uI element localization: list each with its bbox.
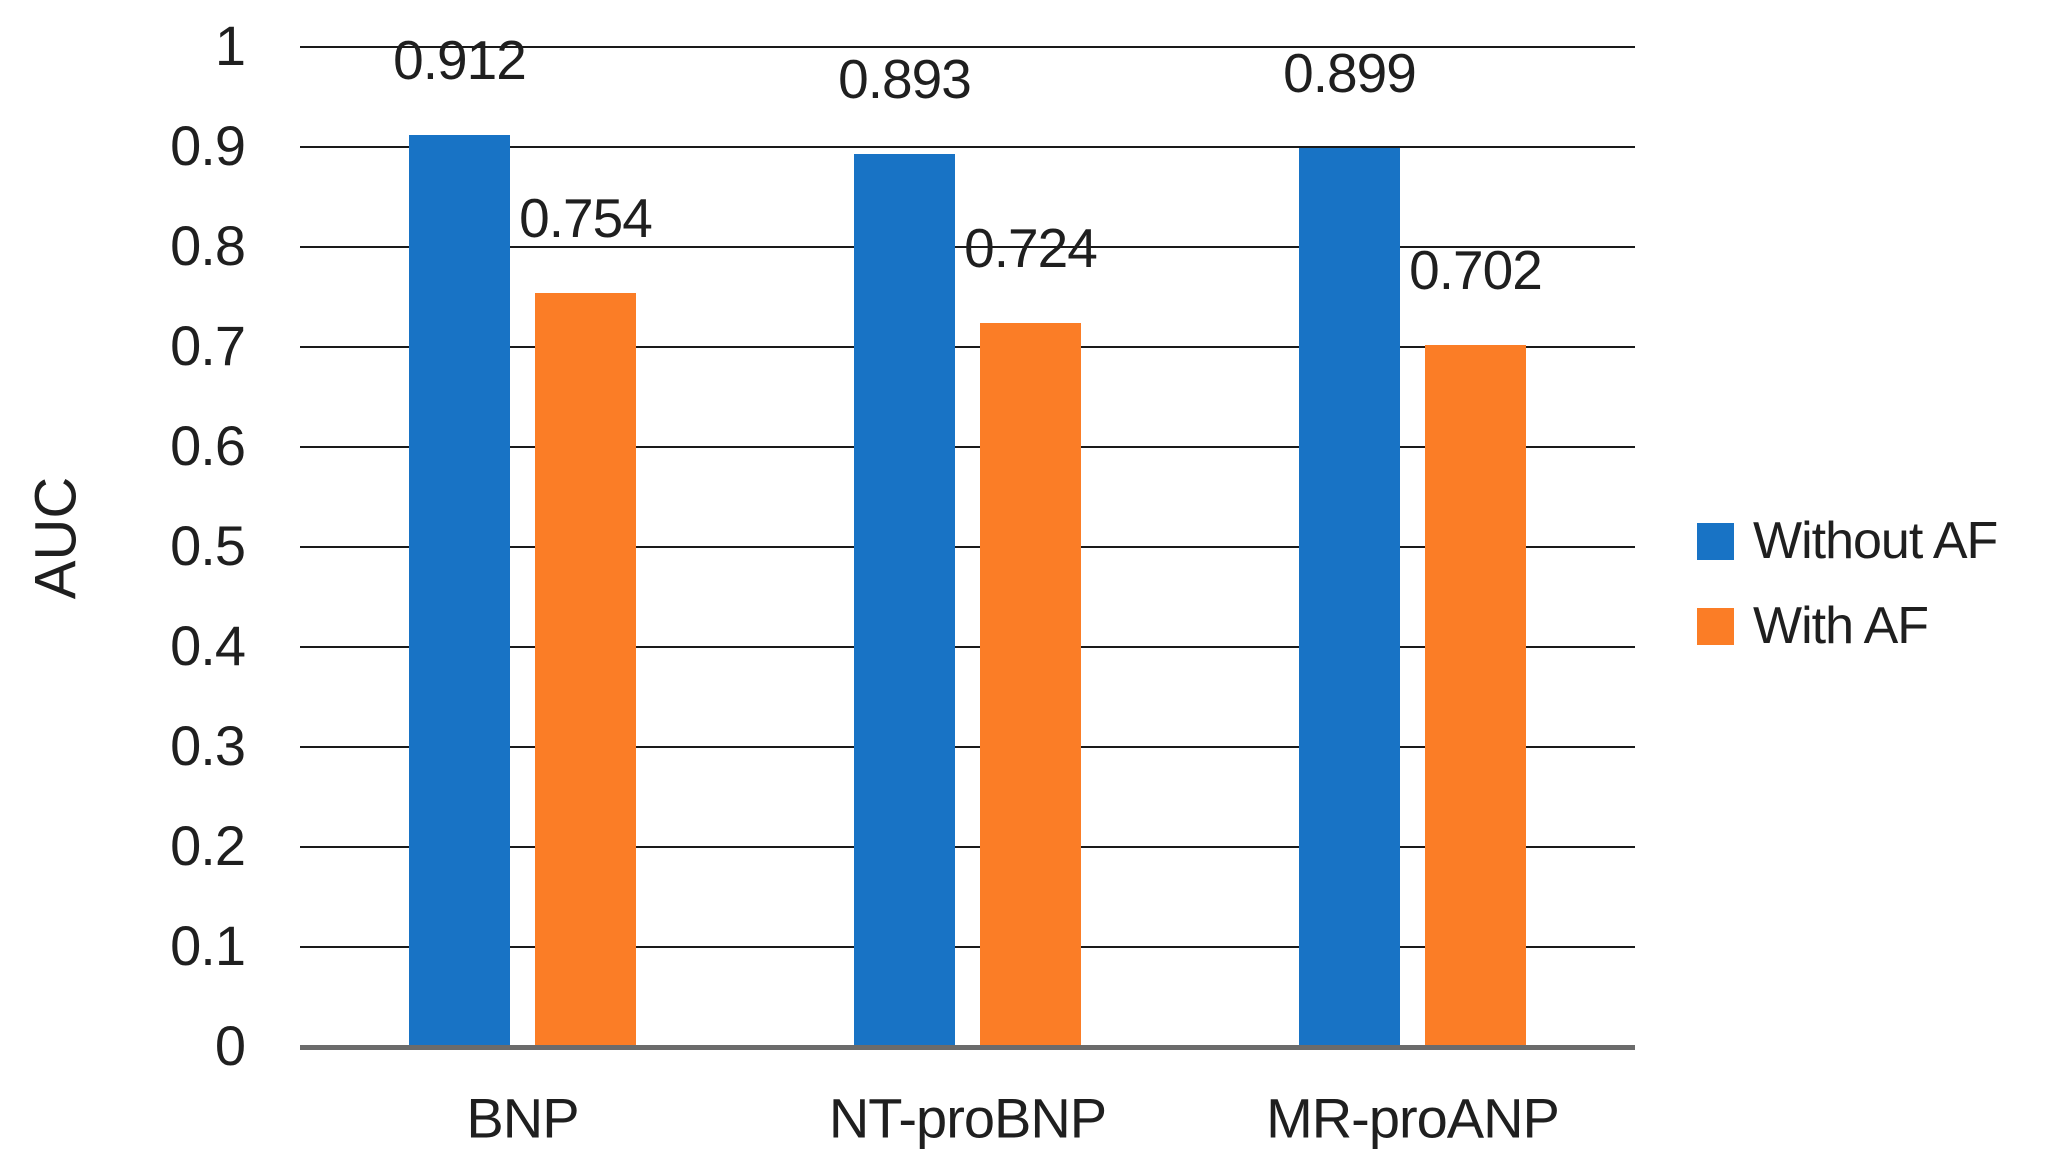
x-category-label-mr-proanp: MR-proANP xyxy=(1266,1086,1560,1150)
y-tick-label-0.7: 0.7 xyxy=(170,314,246,378)
y-tick-label-0.3: 0.3 xyxy=(170,714,246,778)
y-tick-label-0.9: 0.9 xyxy=(170,114,246,178)
y-tick-label-0.4: 0.4 xyxy=(170,614,246,678)
y-tick-label-0.1: 0.1 xyxy=(170,914,246,978)
legend-swatch-with-af xyxy=(1697,607,1734,645)
gridline-0.5 xyxy=(300,546,1635,548)
gridline-1 xyxy=(300,46,1635,48)
y-tick-label-0.2: 0.2 xyxy=(170,814,246,878)
y-tick-label-0.5: 0.5 xyxy=(170,514,246,578)
legend: Without AF With AF xyxy=(1697,511,1998,656)
data-label-without-af-nt-probnp: 0.893 xyxy=(838,48,972,110)
gridline-0.8 xyxy=(300,246,1635,248)
y-tick-label-0.8: 0.8 xyxy=(170,214,246,278)
gridline-0.1 xyxy=(300,946,1635,948)
x-axis-line xyxy=(300,1045,1635,1050)
bar-with-af-nt-probnp xyxy=(980,323,1081,1047)
data-label-without-af-mr-proanp: 0.899 xyxy=(1283,42,1417,104)
y-tick-label-0.6: 0.6 xyxy=(170,414,246,478)
legend-item-with-af: With AF xyxy=(1697,596,1997,656)
data-label-with-af-bnp: 0.754 xyxy=(519,187,653,249)
legend-swatch-without-af xyxy=(1697,522,1734,560)
legend-label-with-af: With AF xyxy=(1753,597,1929,655)
bar-without-af-mr-proanp xyxy=(1299,148,1400,1047)
data-label-with-af-nt-probnp: 0.724 xyxy=(964,217,1098,279)
gridline-0.3 xyxy=(300,746,1635,748)
bar-with-af-mr-proanp xyxy=(1425,345,1526,1047)
legend-item-without-af: Without AF xyxy=(1697,511,1998,571)
gridline-0.6 xyxy=(300,446,1635,448)
bar-without-af-bnp xyxy=(409,135,510,1047)
bar-with-af-bnp xyxy=(535,293,636,1047)
legend-label-without-af: Without AF xyxy=(1753,512,1998,570)
y-tick-label-1: 1 xyxy=(214,14,246,78)
data-label-with-af-mr-proanp: 0.702 xyxy=(1409,239,1543,301)
x-category-label-bnp: BNP xyxy=(466,1086,579,1150)
data-label-without-af-bnp: 0.912 xyxy=(393,29,527,91)
gridline-0.4 xyxy=(300,646,1635,648)
bar-without-af-nt-probnp xyxy=(854,154,955,1047)
gridline-0.9 xyxy=(300,146,1635,148)
gridline-0.2 xyxy=(300,846,1635,848)
gridline-0.7 xyxy=(300,346,1635,348)
x-category-label-nt-probnp: NT-proBNP xyxy=(828,1086,1107,1150)
y-tick-label-0: 0 xyxy=(214,1014,246,1078)
